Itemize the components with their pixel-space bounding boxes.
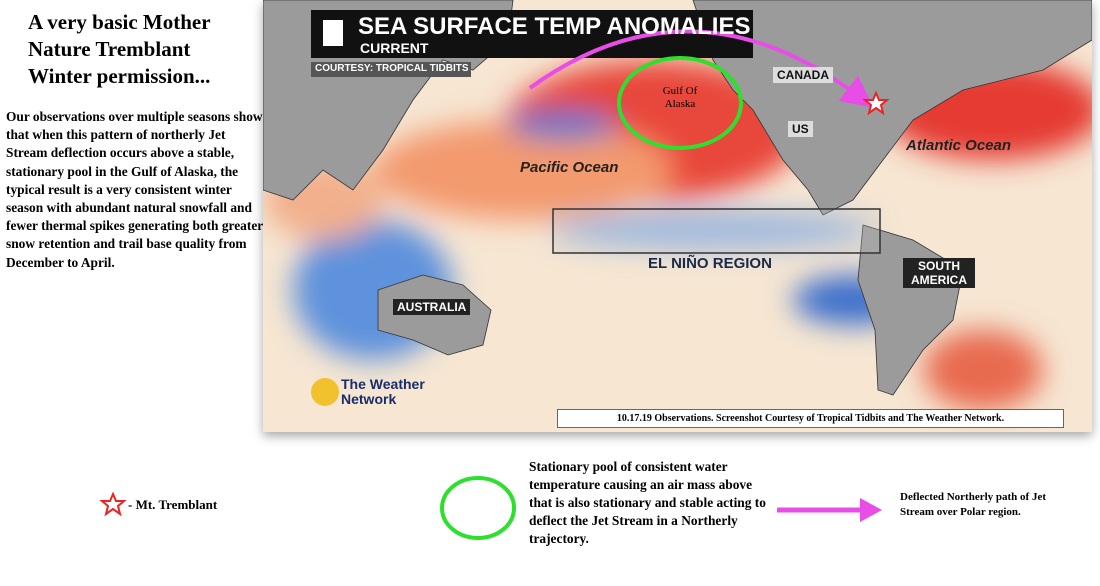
legend-graphics bbox=[99, 476, 882, 540]
map-subtitle: CURRENT bbox=[360, 40, 429, 56]
sidebar-title: A very basic Mother Nature Tremblant Win… bbox=[28, 10, 211, 88]
label-atlantic: Atlantic Ocean bbox=[906, 137, 1012, 154]
map-graphic bbox=[263, 0, 1092, 432]
map-title: SEA SURFACE TEMP ANOMALIES bbox=[358, 13, 751, 40]
map-image: SEA SURFACE TEMP ANOMALIES CURRENT COURT… bbox=[263, 0, 1092, 432]
label-el-nino: EL NIÑO REGION bbox=[648, 255, 772, 272]
legend-circle-text: Stationary pool of consistent water temp… bbox=[529, 459, 766, 546]
map-caption: 10.17.19 Observations. Screenshot Courte… bbox=[557, 409, 1064, 428]
legend-star-text: - Mt. Tremblant bbox=[128, 497, 218, 512]
logo-text: The Weather Network bbox=[341, 376, 425, 407]
legend-arrow-text: Deflected Northerly path of Jet Stream o… bbox=[900, 491, 1047, 518]
label-australia: AUSTRALIA bbox=[393, 299, 471, 315]
label-gulf: Gulf Of Alaska bbox=[662, 85, 698, 110]
label-pacific: Pacific Ocean bbox=[520, 159, 619, 176]
label-canada: CANADA bbox=[773, 67, 833, 83]
map-courtesy: COURTESY: TROPICAL TIDBITS bbox=[315, 63, 469, 74]
sidebar-body: Our observations over multiple seasons s… bbox=[6, 109, 263, 270]
label-south-america: SOUTH AMERICA bbox=[903, 258, 975, 288]
label-us: US bbox=[788, 121, 813, 137]
